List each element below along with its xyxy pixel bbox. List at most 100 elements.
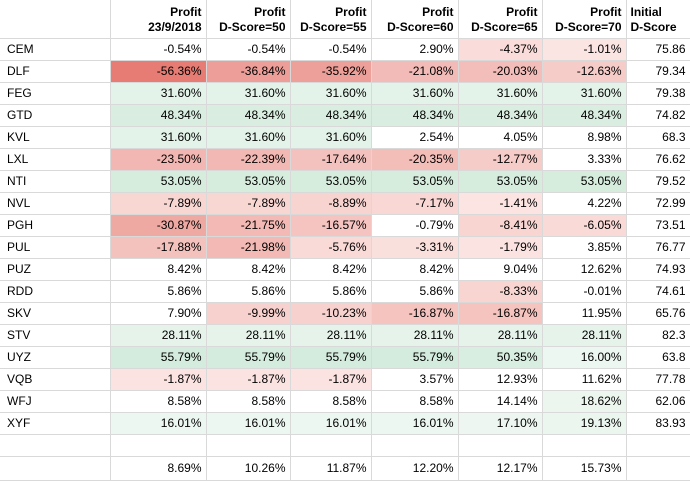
profit-cell[interactable]: 8.58%: [206, 390, 291, 413]
profit-cell[interactable]: -22.39%: [206, 148, 291, 171]
average-profit-cell[interactable]: 8.69%: [110, 456, 207, 481]
profit-cell[interactable]: -7.89%: [206, 192, 291, 215]
ticker-cell[interactable]: NTI: [0, 170, 111, 193]
profit-cell[interactable]: -12.77%: [458, 148, 543, 171]
initial-dscore-cell[interactable]: 68.3: [626, 126, 690, 149]
profit-cell[interactable]: -1.87%: [290, 368, 372, 391]
profit-cell[interactable]: 28.11%: [290, 324, 372, 347]
profit-cell[interactable]: -23.50%: [110, 148, 207, 171]
profit-cell[interactable]: 31.60%: [290, 126, 372, 149]
profit-cell[interactable]: 53.05%: [206, 170, 291, 193]
header-cell-corner[interactable]: [0, 0, 111, 39]
profit-cell[interactable]: -35.92%: [290, 60, 372, 83]
profit-cell[interactable]: 55.79%: [206, 346, 291, 369]
profit-cell[interactable]: 50.35%: [458, 346, 543, 369]
profit-cell[interactable]: 12.62%: [542, 258, 627, 281]
empty-cell[interactable]: [626, 434, 690, 457]
profit-cell[interactable]: -8.33%: [458, 280, 543, 303]
profit-cell[interactable]: -1.87%: [206, 368, 291, 391]
profit-cell[interactable]: 8.58%: [371, 390, 459, 413]
ticker-cell[interactable]: WFJ: [0, 390, 111, 413]
profit-cell[interactable]: -4.37%: [458, 38, 543, 61]
profit-cell[interactable]: 2.90%: [371, 38, 459, 61]
profit-cell[interactable]: -7.89%: [110, 192, 207, 215]
profit-cell[interactable]: -16.87%: [458, 302, 543, 325]
profit-cell[interactable]: -0.79%: [371, 214, 459, 237]
average-profit-cell[interactable]: 15.73%: [542, 456, 627, 481]
profit-cell[interactable]: -0.54%: [290, 38, 372, 61]
profit-cell[interactable]: 3.33%: [542, 148, 627, 171]
average-profit-cell[interactable]: 10.26%: [206, 456, 291, 481]
profit-cell[interactable]: 19.13%: [542, 412, 627, 435]
profit-cell[interactable]: 17.10%: [458, 412, 543, 435]
profit-cell[interactable]: 31.60%: [110, 126, 207, 149]
header-profit-date[interactable]: Profit 23/9/2018: [110, 0, 207, 39]
empty-cell[interactable]: [458, 434, 543, 457]
profit-cell[interactable]: 28.11%: [110, 324, 207, 347]
profit-cell[interactable]: 55.79%: [290, 346, 372, 369]
profit-cell[interactable]: 14.14%: [458, 390, 543, 413]
profit-cell[interactable]: -6.05%: [542, 214, 627, 237]
profit-cell[interactable]: -3.31%: [371, 236, 459, 259]
profit-cell[interactable]: 48.34%: [110, 104, 207, 127]
profit-cell[interactable]: 8.42%: [206, 258, 291, 281]
initial-dscore-cell[interactable]: 74.61: [626, 280, 690, 303]
ticker-cell[interactable]: SKV: [0, 302, 111, 325]
initial-dscore-cell[interactable]: 76.77: [626, 236, 690, 259]
profit-cell[interactable]: 18.62%: [542, 390, 627, 413]
profit-cell[interactable]: 8.98%: [542, 126, 627, 149]
profit-cell[interactable]: 8.42%: [110, 258, 207, 281]
profit-cell[interactable]: 8.58%: [290, 390, 372, 413]
profit-cell[interactable]: -17.88%: [110, 236, 207, 259]
empty-cell[interactable]: [0, 434, 111, 457]
ticker-cell[interactable]: UYZ: [0, 346, 111, 369]
profit-cell[interactable]: 53.05%: [542, 170, 627, 193]
initial-dscore-cell[interactable]: 79.52: [626, 170, 690, 193]
profit-cell[interactable]: -20.03%: [458, 60, 543, 83]
profit-cell[interactable]: 5.86%: [290, 280, 372, 303]
profit-cell[interactable]: -9.99%: [206, 302, 291, 325]
initial-dscore-cell[interactable]: 62.06: [626, 390, 690, 413]
profit-cell[interactable]: 28.11%: [458, 324, 543, 347]
profit-cell[interactable]: 28.11%: [542, 324, 627, 347]
profit-cell[interactable]: 12.93%: [458, 368, 543, 391]
profit-cell[interactable]: -1.87%: [110, 368, 207, 391]
profit-cell[interactable]: 31.60%: [290, 82, 372, 105]
profit-cell[interactable]: 4.05%: [458, 126, 543, 149]
profit-cell[interactable]: 48.34%: [458, 104, 543, 127]
profit-cell[interactable]: 5.86%: [371, 280, 459, 303]
ticker-cell[interactable]: PGH: [0, 214, 111, 237]
profit-cell[interactable]: 31.60%: [110, 82, 207, 105]
empty-cell[interactable]: [0, 456, 111, 481]
ticker-cell[interactable]: STV: [0, 324, 111, 347]
profit-cell[interactable]: 48.34%: [206, 104, 291, 127]
empty-cell[interactable]: [542, 434, 627, 457]
empty-cell[interactable]: [626, 456, 690, 481]
header-profit-dscore-65[interactable]: Profit D-Score=65: [458, 0, 543, 39]
profit-cell[interactable]: -1.01%: [542, 38, 627, 61]
average-profit-cell[interactable]: 12.20%: [371, 456, 459, 481]
ticker-cell[interactable]: PUZ: [0, 258, 111, 281]
profit-cell[interactable]: 11.62%: [542, 368, 627, 391]
initial-dscore-cell[interactable]: 77.78: [626, 368, 690, 391]
profit-cell[interactable]: -21.75%: [206, 214, 291, 237]
profit-cell[interactable]: -0.01%: [542, 280, 627, 303]
initial-dscore-cell[interactable]: 65.76: [626, 302, 690, 325]
profit-cell[interactable]: 48.34%: [371, 104, 459, 127]
profit-cell[interactable]: -12.63%: [542, 60, 627, 83]
initial-dscore-cell[interactable]: 79.34: [626, 60, 690, 83]
ticker-cell[interactable]: DLF: [0, 60, 111, 83]
profit-cell[interactable]: 11.95%: [542, 302, 627, 325]
profit-cell[interactable]: 7.90%: [110, 302, 207, 325]
profit-cell[interactable]: 16.01%: [290, 412, 372, 435]
profit-cell[interactable]: 53.05%: [290, 170, 372, 193]
profit-cell[interactable]: 8.42%: [290, 258, 372, 281]
profit-cell[interactable]: 3.85%: [542, 236, 627, 259]
header-initial-dscore[interactable]: Initial D-Score: [626, 0, 690, 39]
profit-cell[interactable]: 31.60%: [458, 82, 543, 105]
profit-cell[interactable]: -8.89%: [290, 192, 372, 215]
profit-cell[interactable]: 53.05%: [458, 170, 543, 193]
initial-dscore-cell[interactable]: 74.82: [626, 104, 690, 127]
ticker-cell[interactable]: CEM: [0, 38, 111, 61]
profit-cell[interactable]: 55.79%: [110, 346, 207, 369]
